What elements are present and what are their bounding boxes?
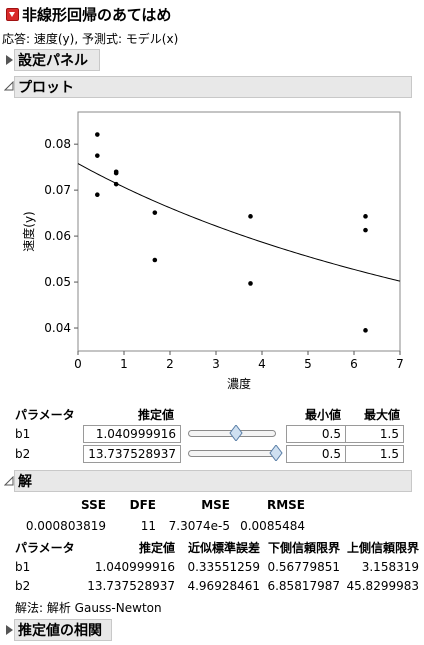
data-point	[95, 153, 100, 158]
report-title: 非線形回帰のあてはめ	[22, 6, 172, 24]
y-tick-label: 0.04	[44, 321, 71, 335]
param-header-estimate: 推定値	[138, 408, 175, 422]
section-settings-label: 設定パネル	[18, 53, 88, 69]
plot-frame	[77, 111, 401, 352]
est-name-b1: b1	[15, 560, 31, 574]
y-tick-label: 0.05	[44, 275, 71, 289]
y-tick-label: 0.07	[44, 183, 71, 197]
response-line: 応答: 速度(y), 予測式: モデル(x)	[2, 32, 179, 46]
mse-value: 7.3074e-5	[168, 519, 230, 533]
x-tick-label: 5	[304, 357, 312, 371]
mse-header: MSE	[201, 498, 230, 512]
param-estimate-b2[interactable]: 13.737528937	[83, 445, 181, 463]
est-estimate-b1: 1.040999916	[94, 560, 175, 574]
dfe-value: 11	[140, 519, 156, 533]
data-point	[248, 214, 253, 219]
sse-value: 0.000803819	[25, 519, 106, 533]
est-header-lower: 下側信頼限界	[267, 541, 340, 555]
est-header-upper: 上側信頼限界	[346, 541, 419, 555]
disclosure-collapsed-icon[interactable]	[6, 625, 13, 635]
slider-b2[interactable]	[188, 450, 276, 457]
x-tick-label: 0	[74, 357, 82, 371]
section-solution-label: 解	[18, 474, 32, 490]
x-tick-label: 4	[258, 357, 266, 371]
disclosure-expanded-icon[interactable]	[4, 81, 14, 91]
est-upper-b2: 45.8299983	[346, 579, 419, 593]
data-point	[152, 257, 158, 263]
est-header-estimate: 推定値	[138, 541, 175, 555]
data-point	[95, 192, 100, 198]
est-name-b2: b2	[15, 579, 31, 593]
est-upper-b1: 3.158319	[361, 560, 419, 574]
y-tick-label: 0.06	[44, 229, 71, 243]
est-estimate-b2: 13.737528937	[87, 579, 175, 593]
x-tick-label: 2	[166, 357, 174, 371]
param-header-name: パラメータ	[15, 408, 75, 422]
data-point	[363, 328, 368, 333]
param-min-b1[interactable]: 0.5	[286, 425, 346, 443]
x-tick-label: 3	[212, 357, 220, 371]
est-header-name: パラメータ	[15, 541, 75, 555]
disclosure-collapsed-icon[interactable]	[6, 55, 13, 65]
data-point	[113, 181, 119, 187]
data-point	[113, 170, 119, 176]
data-point	[248, 281, 253, 286]
param-name-b1: b1	[15, 427, 31, 441]
disclosure-expanded-icon[interactable]	[4, 476, 14, 486]
section-plot-label: プロット	[18, 80, 74, 96]
section-settings-panel[interactable]: 設定パネル	[14, 49, 100, 71]
section-correlation[interactable]: 推定値の相関	[14, 619, 112, 641]
x-tick-label: 7	[396, 357, 404, 371]
param-name-b2: b2	[15, 447, 31, 461]
rmse-header: RMSE	[266, 498, 305, 512]
x-tick-label: 1	[120, 357, 128, 371]
dfe-header: DFE	[129, 498, 156, 512]
report-menu-button[interactable]	[6, 8, 19, 21]
param-min-b2[interactable]: 0.5	[286, 445, 346, 463]
section-correlation-label: 推定値の相関	[18, 623, 102, 639]
est-lower-b2: 6.85817987	[267, 579, 340, 593]
section-plot[interactable]: プロット	[14, 76, 412, 98]
est-header-se: 近似標準誤差	[187, 541, 260, 555]
scatter-plot: 0 1 2 3 4 5 6 7 0.04 0.05 0.06 0.07 0.08 濃度 速度(y)	[21, 111, 404, 391]
data-point	[152, 210, 158, 215]
param-estimate-b1[interactable]: 1.040999916	[83, 425, 181, 443]
y-axis-label: 速度(y)	[21, 211, 36, 251]
slider-thumb-b2[interactable]	[269, 445, 283, 461]
x-tick-label: 6	[350, 357, 358, 371]
section-solution[interactable]: 解	[14, 470, 412, 492]
est-se-b2: 4.96928461	[187, 579, 260, 593]
param-max-b1[interactable]: 1.5	[345, 425, 404, 443]
param-max-b2[interactable]: 1.5	[345, 445, 404, 463]
solution-method: 解法: 解析 Gauss-Newton	[15, 601, 162, 615]
data-point	[95, 132, 100, 137]
data-point	[363, 227, 368, 233]
slider-thumb-b1[interactable]	[228, 425, 243, 441]
fit-curve	[77, 163, 401, 282]
param-header-min: 最小値	[305, 408, 342, 422]
x-axis-label: 濃度	[227, 376, 251, 391]
sse-header: SSE	[81, 498, 106, 512]
data-point	[363, 214, 368, 219]
rmse-value: 0.0085484	[240, 519, 305, 533]
y-tick-label: 0.08	[44, 137, 71, 151]
est-lower-b1: 0.56779851	[267, 560, 340, 574]
est-se-b1: 0.33551259	[187, 560, 260, 574]
param-header-max: 最大値	[364, 408, 401, 422]
